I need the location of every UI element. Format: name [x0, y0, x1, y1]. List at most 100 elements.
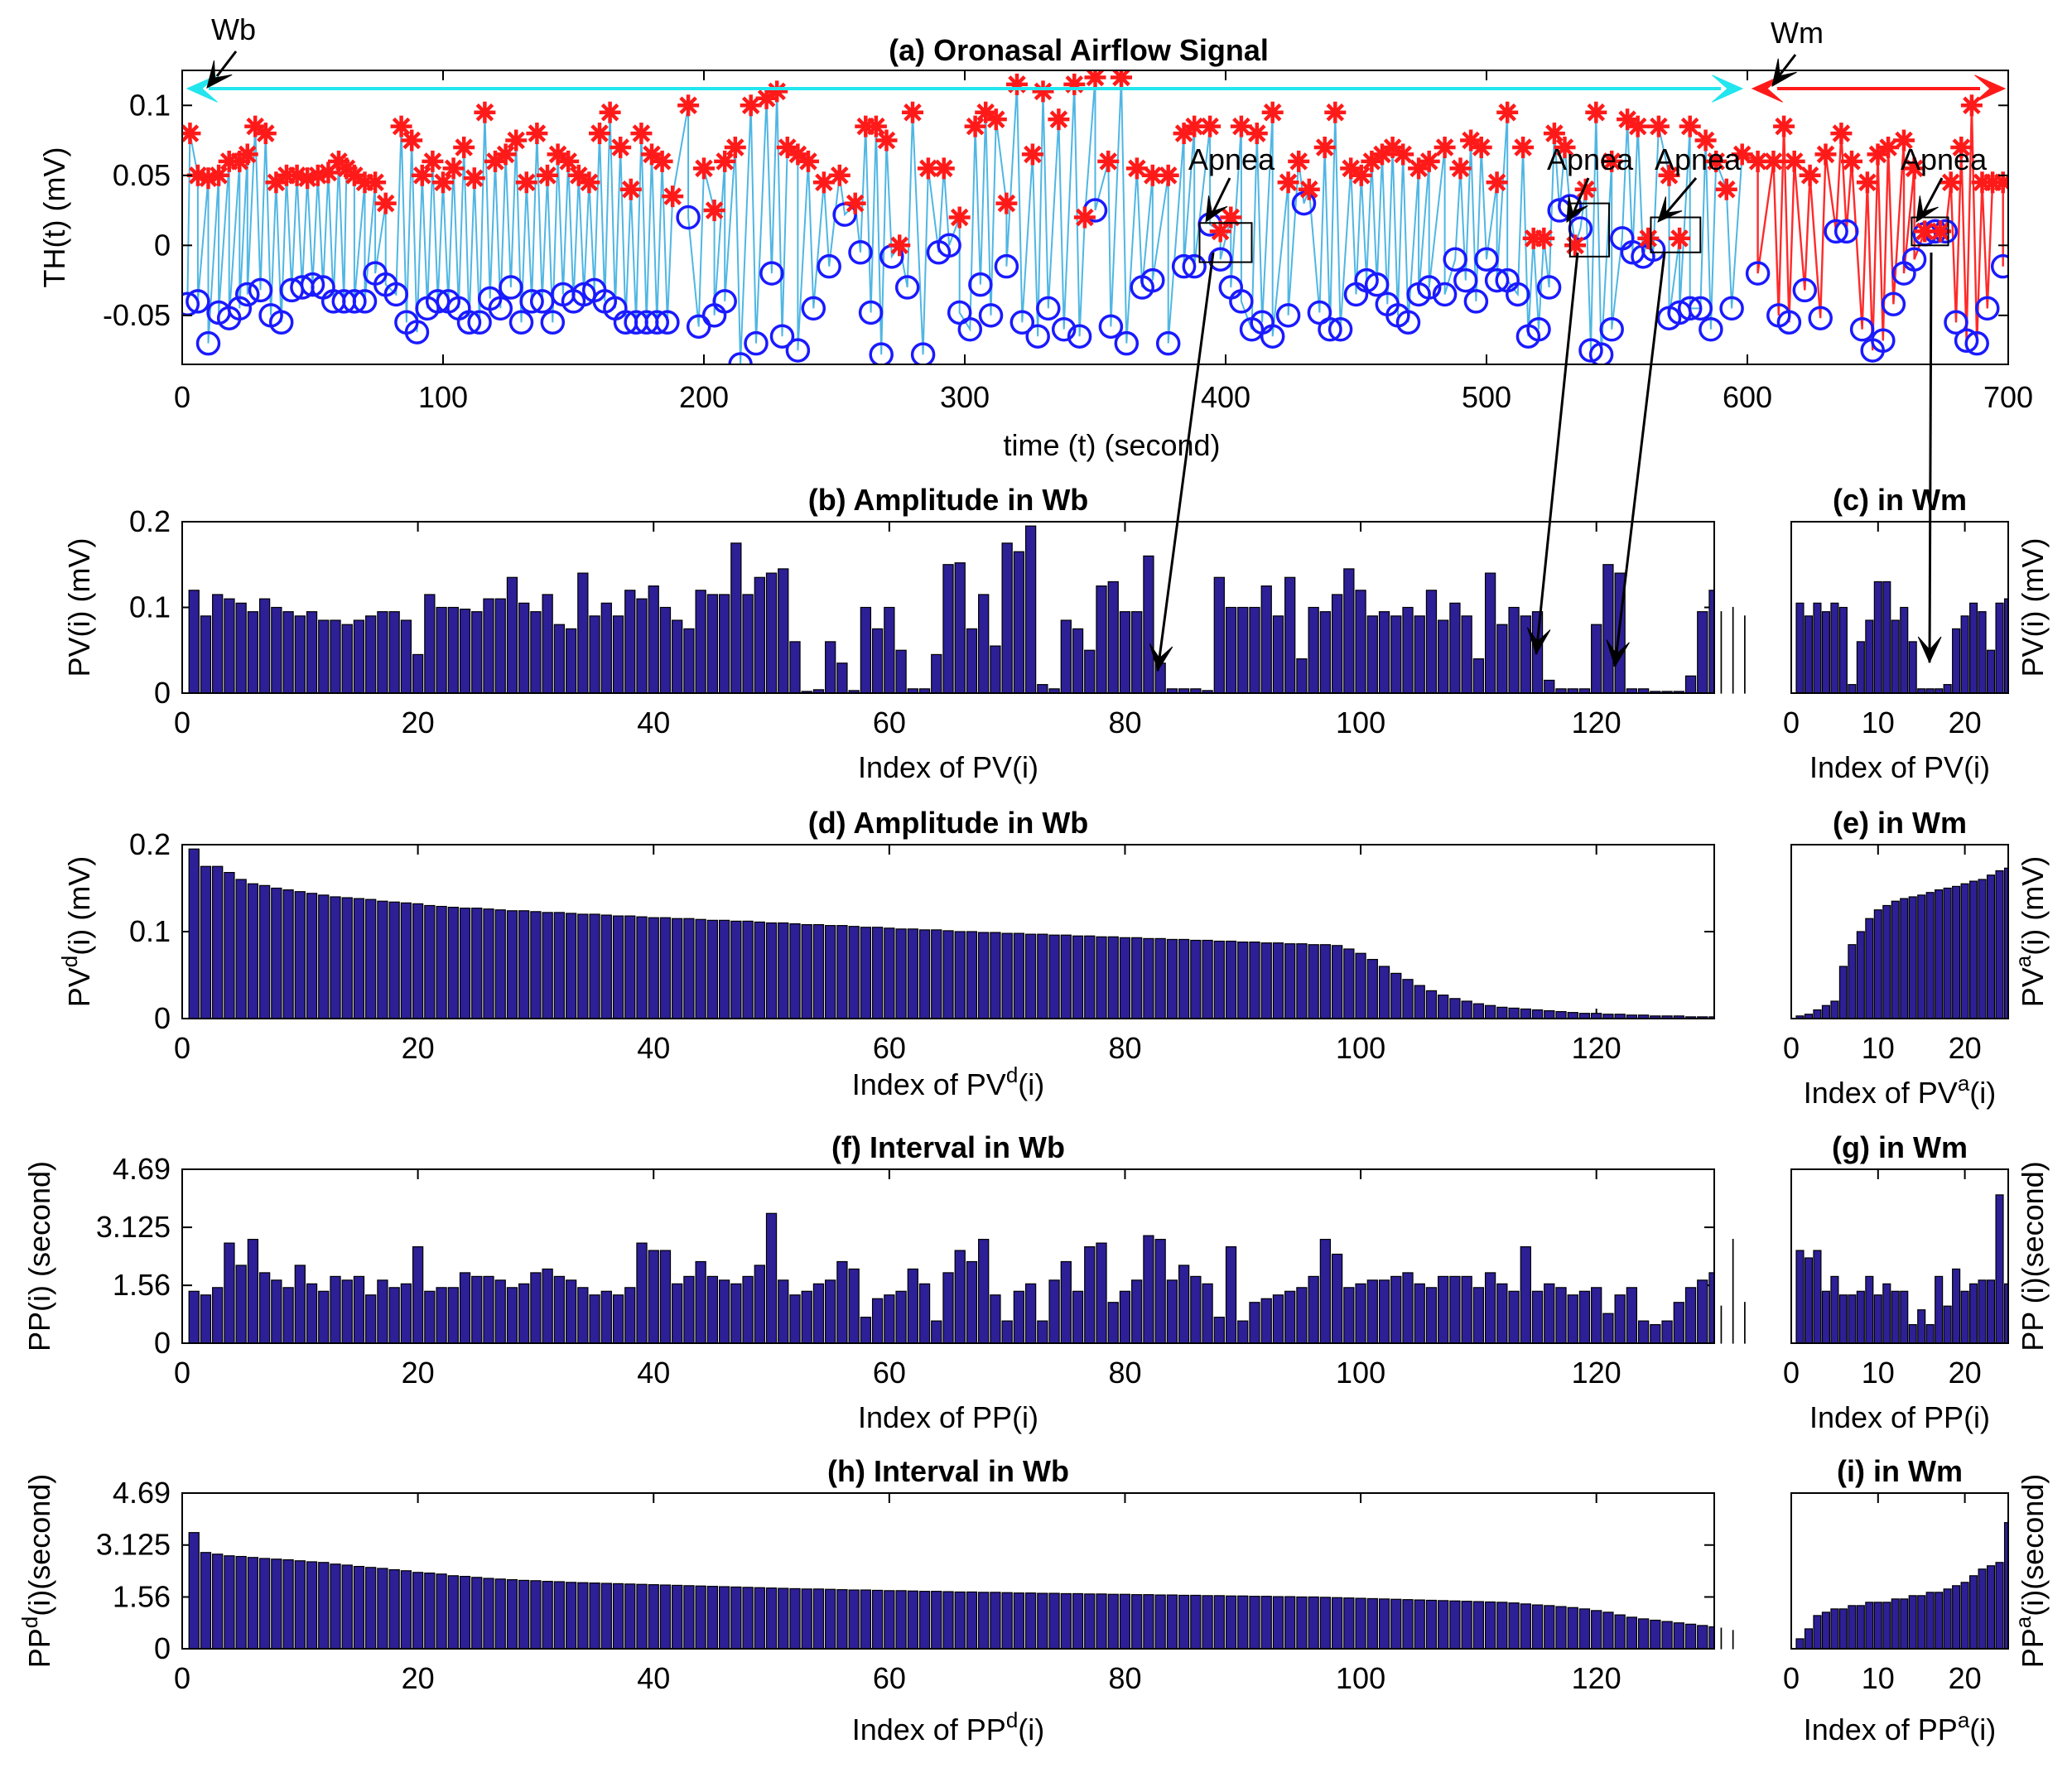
bar: [1414, 985, 1425, 1019]
valley-marker: [352, 289, 378, 314]
peak-marker: [1496, 101, 1519, 123]
bar: [871, 1298, 884, 1344]
peak-marker: [797, 150, 819, 172]
bar: [1366, 1279, 1378, 1344]
panel-i: 0 10 20 (i) in Wm Index of PPa(i) PPa(i)(seco…: [1783, 1454, 2050, 1746]
bar: [1626, 1287, 1638, 1344]
bar: [742, 920, 754, 1019]
bar: [1900, 1598, 1909, 1650]
bar: [1378, 966, 1390, 1019]
bar: [224, 1242, 235, 1344]
peak-marker: [1288, 150, 1310, 172]
bar: [1461, 615, 1472, 694]
bar: [1119, 611, 1131, 694]
bar: [1143, 555, 1154, 694]
bar: [1331, 594, 1343, 694]
peak-marker: [1277, 171, 1299, 194]
bar: [1943, 1305, 1952, 1344]
peak-marker: [1209, 220, 1231, 243]
x-tick-label: 0: [174, 380, 190, 414]
valley-marker: [1745, 261, 1771, 286]
bar: [1856, 641, 1865, 694]
bar: [1865, 1602, 1874, 1650]
valley-marker: [910, 342, 936, 364]
bar: [235, 602, 247, 694]
y-axis-label: PV(i) (mV): [2016, 538, 2050, 677]
bar: [801, 923, 812, 1019]
bar: [506, 576, 518, 694]
x-axis-label: Index of PPd(i): [852, 1708, 1045, 1746]
bar: [330, 619, 341, 694]
x-tick-label: 40: [637, 1031, 670, 1065]
bar: [1804, 1628, 1814, 1650]
bar: [1178, 938, 1190, 1019]
x-tick-label: 200: [679, 380, 729, 414]
peak-marker: [1261, 101, 1284, 123]
panel-e: 0 10 20 (e) in Wm Index of PVa(i) PVa(i) (mV): [1783, 806, 2050, 1110]
bar: [1331, 1597, 1343, 1650]
bar: [1237, 606, 1249, 694]
bar: [388, 611, 400, 694]
bar: [494, 909, 506, 1019]
bar: [1684, 1287, 1697, 1344]
bar: [282, 611, 294, 694]
bar: [506, 1579, 518, 1650]
bar: [1882, 904, 1891, 1019]
y-axis-label: TH(t) (mV): [37, 147, 71, 288]
bar: [1952, 1268, 1961, 1344]
x-axis-label: Index of PP(i): [1809, 1400, 1990, 1434]
x-tick-label: 20: [1949, 1661, 1982, 1695]
peak-marker: [1298, 178, 1320, 200]
bar: [400, 619, 412, 694]
bar: [1225, 1595, 1237, 1650]
bar: [235, 879, 247, 1019]
bar: [1591, 1610, 1602, 1650]
peak-marker-stroke: [705, 201, 724, 219]
peak-marker: [1381, 136, 1404, 158]
x-tick-label: 120: [1572, 1031, 1621, 1065]
peak-marker-stroke: [1931, 222, 1949, 241]
bar: [341, 1564, 353, 1650]
peak-marker: [244, 115, 267, 137]
peak-marker-stroke: [1660, 166, 1679, 185]
apnea-label: Apnea: [1901, 142, 1988, 176]
bar: [212, 1554, 224, 1650]
x-tick-label: 10: [1862, 706, 1895, 739]
bar: [1037, 933, 1048, 1019]
bar: [1107, 581, 1119, 694]
bar: [1154, 1594, 1166, 1650]
bar: [224, 598, 235, 694]
peak-marker: [1512, 136, 1535, 158]
bar: [1060, 1260, 1072, 1344]
peak-marker-stroke: [257, 124, 275, 142]
peak-marker-stroke: [1185, 117, 1203, 136]
bar: [1472, 1601, 1485, 1650]
bar: [436, 1287, 447, 1344]
bar: [506, 910, 518, 1019]
peak-marker-stroke: [1800, 166, 1819, 185]
bar: [577, 1287, 589, 1344]
valley-marker: [186, 289, 210, 314]
bar: [1414, 1599, 1425, 1650]
bar: [306, 1283, 318, 1344]
peak-marker-stroke: [1832, 124, 1851, 142]
peak-marker-stroke: [643, 145, 661, 164]
peak-marker-stroke: [559, 152, 577, 171]
bar: [801, 1588, 812, 1650]
bar: [377, 611, 388, 694]
bar: [353, 619, 365, 694]
valley-marker: [1229, 289, 1254, 314]
x-tick-label: 120: [1572, 1661, 1621, 1695]
x-tick-label: 0: [1783, 706, 1800, 739]
bar: [978, 594, 990, 694]
valley-marker: [1484, 267, 1510, 293]
peak-marker: [1601, 150, 1623, 172]
peak-marker: [703, 200, 725, 222]
bar: [1544, 1283, 1555, 1344]
valley-marker: [1719, 296, 1744, 321]
y-tick-label: 0: [154, 1631, 171, 1665]
x-tick-label: 80: [1108, 1661, 1141, 1695]
peak-marker-stroke: [434, 173, 452, 192]
bar: [825, 1279, 836, 1344]
bar: [1461, 1601, 1472, 1650]
